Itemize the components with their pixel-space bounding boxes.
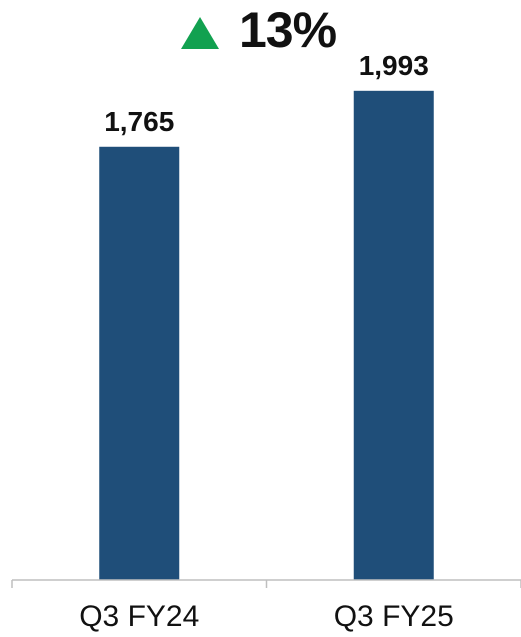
category-label: Q3 FY24	[79, 600, 199, 633]
value-labels-group: 1,765 1,993	[104, 50, 429, 137]
triangle-up-icon	[181, 17, 219, 49]
x-axis-ticks-group	[11, 580, 521, 588]
value-label: 1,765	[104, 106, 174, 137]
category-label: Q3 FY25	[334, 600, 454, 633]
growth-indicator: 13%	[181, 2, 337, 58]
value-label: 1,993	[359, 50, 429, 81]
bar-q3-fy24	[99, 146, 180, 581]
growth-percent: 13%	[239, 2, 337, 58]
category-labels-group: Q3 FY24 Q3 FY25	[79, 600, 454, 633]
bars-group	[99, 90, 434, 581]
bar-q3-fy25	[353, 90, 434, 581]
